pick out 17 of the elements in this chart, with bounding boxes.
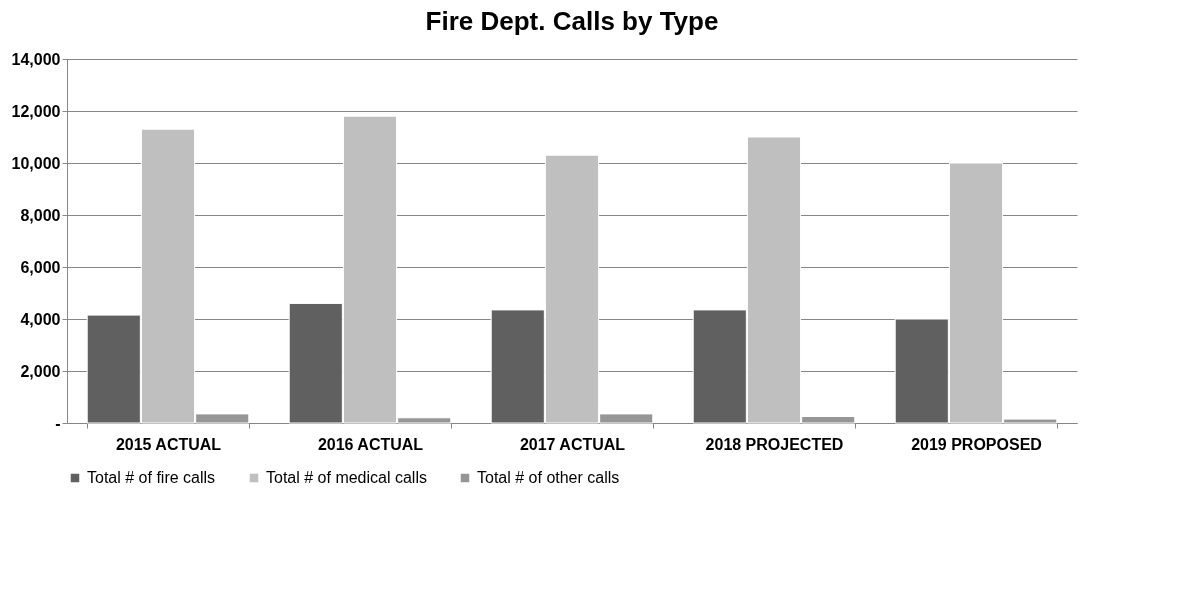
y-tick-label: 4,000 — [20, 310, 61, 328]
x-tick-label: 2019 PROPOSED — [911, 435, 1042, 453]
chart-title: Fire Dept. Calls by Type — [425, 6, 719, 36]
x-tick-label: 2015 ACTUAL — [115, 435, 222, 453]
y-tick-label: 10,000 — [11, 154, 61, 172]
y-tick-label: 12,000 — [11, 102, 61, 120]
legend-label: Total # of fire calls — [87, 469, 216, 486]
x-tick-label: 2017 ACTUAL — [519, 435, 626, 453]
y-tick-label: 2,000 — [20, 362, 61, 380]
x-tick-label: 2018 PROJECTED — [705, 435, 844, 453]
y-tick-label: 8,000 — [20, 206, 61, 224]
y-tick-label: 6,000 — [20, 258, 61, 276]
legend-label: Total # of medical calls — [266, 469, 427, 486]
y-tick-label: - — [55, 414, 61, 432]
legend-label: Total # of other calls — [477, 469, 620, 486]
y-tick-label: 14,000 — [11, 50, 61, 68]
x-tick-label: 2016 ACTUAL — [317, 435, 424, 453]
